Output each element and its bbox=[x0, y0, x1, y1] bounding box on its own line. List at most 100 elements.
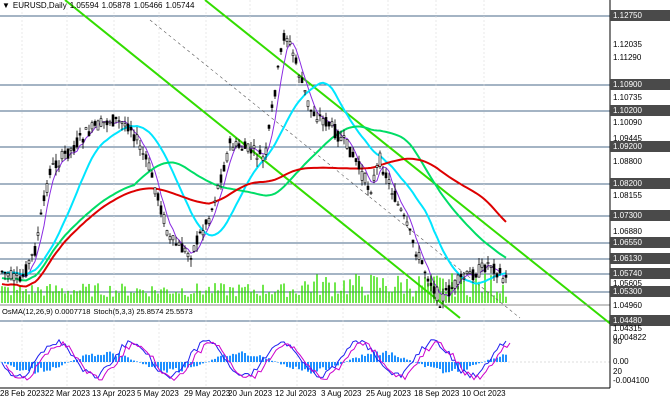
price-axis-label: 1.10735 bbox=[613, 93, 642, 102]
osma-bar bbox=[286, 362, 288, 367]
osma-bar bbox=[496, 357, 498, 362]
candle-body bbox=[84, 127, 88, 130]
osma-bar bbox=[208, 361, 210, 363]
osma-bar bbox=[373, 351, 375, 362]
osma-bar bbox=[364, 355, 366, 362]
candle-body bbox=[54, 160, 58, 169]
price-axis-label: 1.08155 bbox=[613, 191, 642, 200]
osma-bar bbox=[295, 362, 297, 367]
volume-bar bbox=[310, 292, 312, 303]
volume-bar bbox=[88, 283, 90, 303]
volume-bar bbox=[142, 290, 144, 303]
volume-bar bbox=[61, 288, 63, 303]
osma-bar bbox=[460, 362, 462, 368]
volume-bar bbox=[178, 293, 180, 303]
osma-bar bbox=[430, 362, 432, 367]
osma-bar bbox=[88, 355, 90, 362]
candle-body bbox=[147, 162, 151, 171]
osma-bar bbox=[247, 355, 249, 362]
candle-body bbox=[330, 121, 334, 127]
candle-body bbox=[345, 139, 349, 149]
candle-body bbox=[69, 147, 73, 151]
candle-body bbox=[351, 151, 355, 158]
symbol-label: EURUSD,Daily bbox=[12, 1, 67, 10]
volume-bar bbox=[229, 287, 231, 303]
osma-bar bbox=[400, 358, 402, 362]
candle-body bbox=[297, 75, 301, 78]
candle-body bbox=[300, 77, 304, 83]
osma-bar bbox=[55, 362, 57, 368]
osma-bar bbox=[49, 362, 51, 371]
candlesticks bbox=[0, 29, 508, 309]
volume-bar bbox=[85, 286, 87, 303]
volume-bar bbox=[127, 295, 129, 303]
collapse-arrow-icon[interactable]: ▼ bbox=[2, 1, 10, 10]
volume-bar bbox=[373, 276, 375, 303]
volume-bar bbox=[7, 287, 9, 303]
price-axis-label: 1.10090 bbox=[613, 118, 642, 127]
osma-bar bbox=[442, 362, 444, 374]
volume-bar bbox=[496, 291, 498, 303]
osma-bar bbox=[175, 362, 177, 368]
candle-body bbox=[336, 131, 340, 142]
volume-bar bbox=[307, 284, 309, 303]
volume-bar bbox=[319, 294, 321, 303]
osma-bar bbox=[52, 362, 54, 368]
candle-body bbox=[201, 230, 205, 236]
volume-bar bbox=[475, 278, 477, 303]
volume-bar bbox=[472, 283, 474, 303]
volume-bar bbox=[283, 283, 285, 303]
volume-bar bbox=[361, 286, 363, 303]
volume-bar bbox=[325, 277, 327, 303]
candle-body bbox=[435, 286, 439, 302]
volume-bar bbox=[409, 288, 411, 303]
volume-bar bbox=[25, 289, 27, 303]
volume-bar bbox=[421, 285, 423, 303]
volume-bar bbox=[4, 286, 6, 303]
open-value: 1.05594 bbox=[69, 1, 99, 10]
candle-body bbox=[234, 141, 238, 147]
price-axis-label: 1.06130 bbox=[610, 253, 670, 264]
osma-bar bbox=[499, 356, 501, 362]
candle-body bbox=[249, 149, 253, 154]
volume-bar bbox=[265, 293, 267, 303]
osma-bar bbox=[91, 353, 93, 362]
volume-bar bbox=[334, 282, 336, 303]
candle-body bbox=[189, 258, 193, 260]
osma-bar bbox=[133, 360, 135, 362]
volume-bar bbox=[22, 291, 24, 303]
candle-body bbox=[87, 131, 91, 136]
osma-bar bbox=[58, 362, 60, 368]
volume-bar bbox=[40, 289, 42, 303]
candle-body bbox=[33, 246, 37, 256]
volume-bar bbox=[79, 290, 81, 303]
date-axis-label: 29 May 2023 bbox=[184, 389, 231, 398]
candle-body bbox=[420, 260, 424, 265]
osma-bar bbox=[130, 359, 132, 362]
osma-bar bbox=[217, 356, 219, 362]
osma-bar bbox=[13, 362, 15, 367]
candle-body bbox=[105, 120, 109, 126]
price-axis-label: 1.04480 bbox=[610, 315, 670, 326]
volume-bar bbox=[412, 296, 414, 303]
volume-bar bbox=[196, 283, 198, 303]
price-axis-label: 1.12035 bbox=[613, 40, 642, 49]
osma-bar bbox=[181, 362, 183, 372]
osma-bar bbox=[202, 362, 204, 364]
osma-bar bbox=[22, 362, 24, 371]
volume-bar bbox=[358, 275, 360, 303]
ma-slow-line bbox=[1, 125, 507, 282]
volume-bar bbox=[481, 292, 483, 303]
osma-bar bbox=[424, 362, 426, 368]
osma-bar bbox=[235, 354, 237, 362]
date-axis-label: 5 May 2023 bbox=[137, 389, 179, 398]
osma-bar bbox=[415, 362, 417, 363]
candle-body bbox=[81, 138, 85, 143]
osma-bar bbox=[337, 362, 339, 366]
volume-bar bbox=[460, 274, 462, 303]
candle-body bbox=[282, 33, 286, 41]
volume-bar bbox=[418, 276, 420, 303]
candle-body bbox=[312, 111, 316, 117]
volume-bar bbox=[322, 281, 324, 303]
